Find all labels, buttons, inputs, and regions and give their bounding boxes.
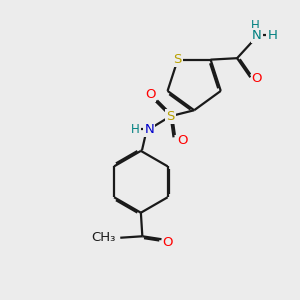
Text: O: O — [252, 72, 262, 85]
Text: O: O — [177, 134, 188, 147]
Text: N: N — [145, 123, 154, 136]
Text: H: H — [251, 19, 260, 32]
Text: N: N — [252, 29, 262, 42]
Text: CH₃: CH₃ — [92, 231, 116, 244]
Text: O: O — [163, 236, 173, 249]
Text: O: O — [145, 88, 155, 100]
Text: H: H — [131, 123, 140, 136]
Text: S: S — [167, 110, 175, 123]
Text: H: H — [268, 29, 278, 42]
Text: S: S — [173, 53, 182, 66]
